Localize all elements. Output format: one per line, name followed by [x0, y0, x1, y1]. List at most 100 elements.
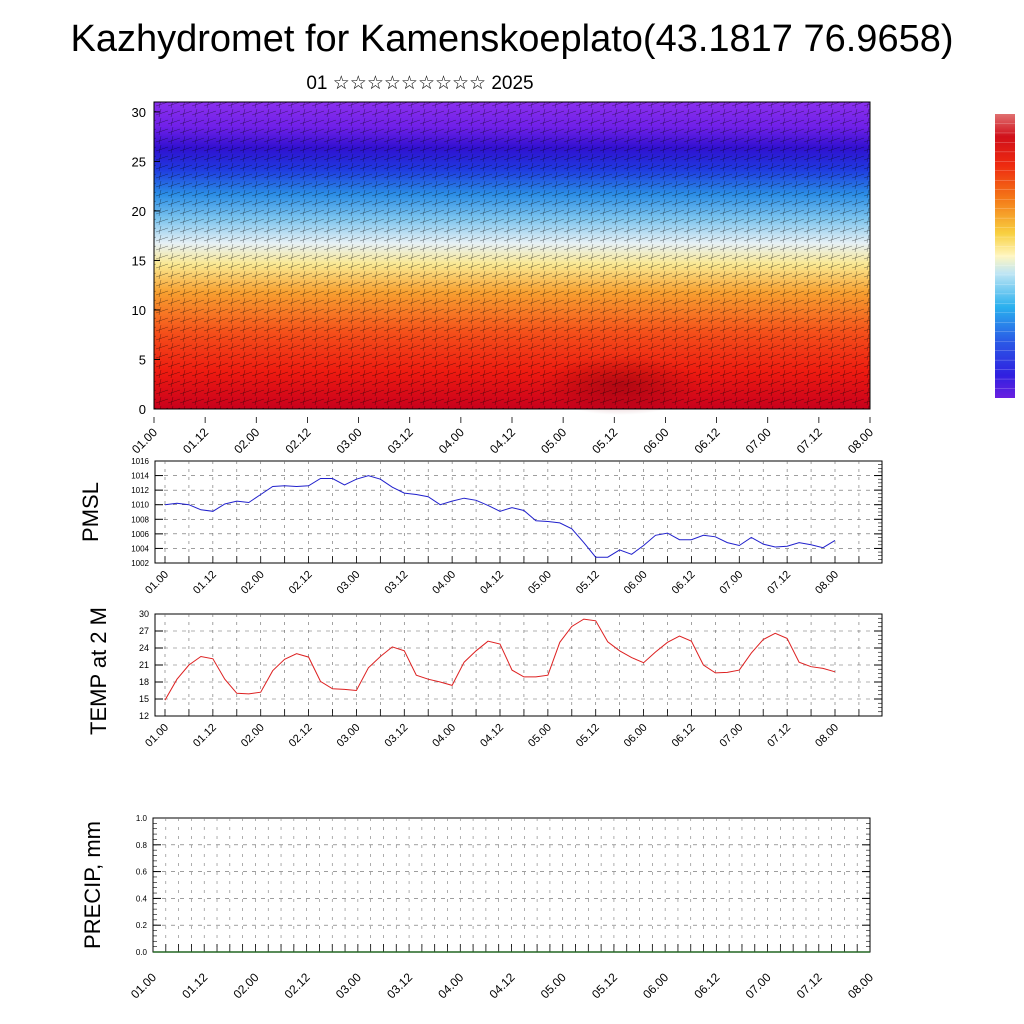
x-tick-label: 04.12: [478, 722, 506, 750]
y-tick-label: 1014: [131, 472, 149, 481]
y-tick-label: 1012: [131, 486, 149, 495]
x-tick-label: 07.12: [794, 970, 825, 1001]
x-tick-label: 05.00: [526, 569, 554, 597]
y-tick-label: 0.2: [136, 921, 148, 930]
x-tick-label: 02.12: [282, 970, 313, 1001]
x-tick-label: 01.00: [143, 569, 171, 597]
x-tick-label: 05.00: [526, 722, 554, 750]
x-tick-label: 07.00: [717, 722, 745, 750]
x-tick-label: 06.12: [670, 722, 698, 750]
x-tick-label: 03.00: [335, 569, 363, 597]
x-tick-label: 02.00: [231, 425, 262, 456]
y-tick-label: 15: [132, 253, 146, 268]
x-tick-label: 03.00: [335, 722, 363, 750]
y-tick-label: 0.0: [136, 948, 148, 957]
x-tick-label: 03.12: [385, 425, 416, 456]
x-tick-label: 04.00: [430, 722, 458, 750]
x-tick-label: 01.12: [191, 722, 219, 750]
x-tick-label: 05.12: [589, 970, 620, 1001]
x-tick-label: 03.12: [384, 970, 415, 1001]
temp-series-line: [164, 618, 836, 701]
y-tick-label: 12: [139, 711, 149, 721]
x-tick-label: 01.00: [128, 970, 159, 1001]
y-tick-label: 1010: [131, 501, 149, 510]
x-tick-label: 07.12: [765, 569, 793, 597]
y-tick-label: 10: [132, 303, 146, 318]
x-tick-label: 06.12: [670, 569, 698, 597]
x-tick-label: 08.00: [813, 722, 841, 750]
y-tick-label: 1.0: [136, 814, 148, 823]
y-tick-label: 5: [139, 352, 146, 367]
x-tick-label: 02.12: [287, 722, 315, 750]
x-tick-label: 07.00: [717, 569, 745, 597]
x-tick-label: 04.12: [478, 569, 506, 597]
x-tick-label: 03.12: [382, 722, 410, 750]
x-tick-label: 05.00: [538, 425, 569, 456]
page-title: Kazhydromet for Kamenskoeplato(43.1817 7…: [70, 18, 954, 60]
y-tick-label: 0.8: [136, 841, 148, 850]
x-tick-label: 04.12: [487, 425, 518, 456]
x-tick-label: 08.00: [813, 569, 841, 597]
precip-panel: 0.0 0.2 0.4 0.6 0.8 1.0 PRECIP, mm 01.00 01.12 02…: [80, 814, 876, 1001]
x-tick-label: 03.00: [333, 970, 364, 1001]
pmsl-panel: 1002 1004 1006 1008 1010 1012 1014 1016 PMSL 01.0…: [78, 457, 883, 597]
x-tick-label: 02.12: [287, 569, 315, 597]
wind-barbs-overlay: [154, 102, 870, 409]
x-tick-label: 05.12: [589, 425, 620, 456]
y-tick-label: 0: [139, 402, 146, 417]
y-tick-label: 1004: [131, 544, 149, 553]
x-tick-label: 07.12: [765, 722, 793, 750]
pmsl-series-line: [164, 475, 836, 558]
cross-section-frame: [153, 101, 871, 410]
y-tick-label: 30: [132, 105, 146, 120]
x-tick-label: 03.12: [382, 569, 410, 597]
x-tick-label: 04.12: [486, 970, 517, 1001]
y-axis-label: PMSL: [78, 482, 103, 542]
x-tick-label: 05.00: [538, 970, 569, 1001]
y-tick-label: 20: [132, 204, 146, 219]
page-subtitle: 01 ☆☆☆☆☆☆☆☆☆ 2025: [306, 73, 534, 94]
y-tick-label: 1006: [131, 530, 149, 539]
x-tick-label: 01.12: [191, 569, 219, 597]
x-tick-label: 01.12: [180, 425, 211, 456]
x-tick-label: 06.12: [691, 970, 722, 1001]
x-tick-label: 06.12: [692, 425, 723, 456]
x-tick-label: 01.12: [179, 970, 210, 1001]
y-tick-label: 0.4: [136, 894, 148, 903]
colorbar-divisions: [995, 123, 1015, 389]
x-tick-label: 07.00: [743, 970, 774, 1001]
y-tick-label: 21: [139, 660, 149, 670]
y-tick-label: 30: [139, 609, 149, 619]
x-tick-label: 07.00: [743, 425, 774, 456]
temp-panel: 12 15 18 21 24 27 30 TEMP at 2 M 01.00 01.12 02.00…: [86, 607, 883, 750]
x-tick-label: 02.00: [239, 569, 267, 597]
x-tick-label: 04.00: [435, 970, 466, 1001]
x-tick-label: 05.12: [574, 722, 602, 750]
y-tick-label: 18: [139, 677, 149, 687]
x-tick-label: 06.00: [640, 425, 671, 456]
x-tick-label: 02.12: [282, 425, 313, 456]
y-tick-label: 1008: [131, 515, 149, 524]
y-axis-label: PRECIP, mm: [80, 821, 105, 949]
y-tick-label: 15: [139, 694, 149, 704]
x-tick-label: 04.00: [430, 569, 458, 597]
y-tick-label: 0.6: [136, 868, 148, 877]
y-tick-label: 1016: [131, 457, 149, 466]
x-tick-label: 02.00: [230, 970, 261, 1001]
cross-section-panel: 0 5 10 15 20 25 30 01.00 01.12 02.00 02.12 03.00 03.…: [129, 101, 876, 456]
x-tick-label: 08.00: [845, 425, 876, 456]
y-tick-label: 25: [132, 154, 146, 169]
plot-frame: [152, 817, 871, 953]
x-tick-label: 06.00: [622, 722, 650, 750]
x-tick-label: 06.00: [640, 970, 671, 1001]
y-tick-label: 24: [139, 643, 149, 653]
x-tick-label: 04.00: [436, 425, 467, 456]
x-tick-label: 05.12: [574, 569, 602, 597]
x-tick-label: 06.00: [622, 569, 650, 597]
y-axis-label: TEMP at 2 M: [86, 607, 111, 735]
plot-frame: [154, 460, 883, 564]
x-tick-label: 08.00: [845, 970, 876, 1001]
x-tick-label: 02.00: [239, 722, 267, 750]
y-tick-label: 1002: [131, 559, 149, 568]
